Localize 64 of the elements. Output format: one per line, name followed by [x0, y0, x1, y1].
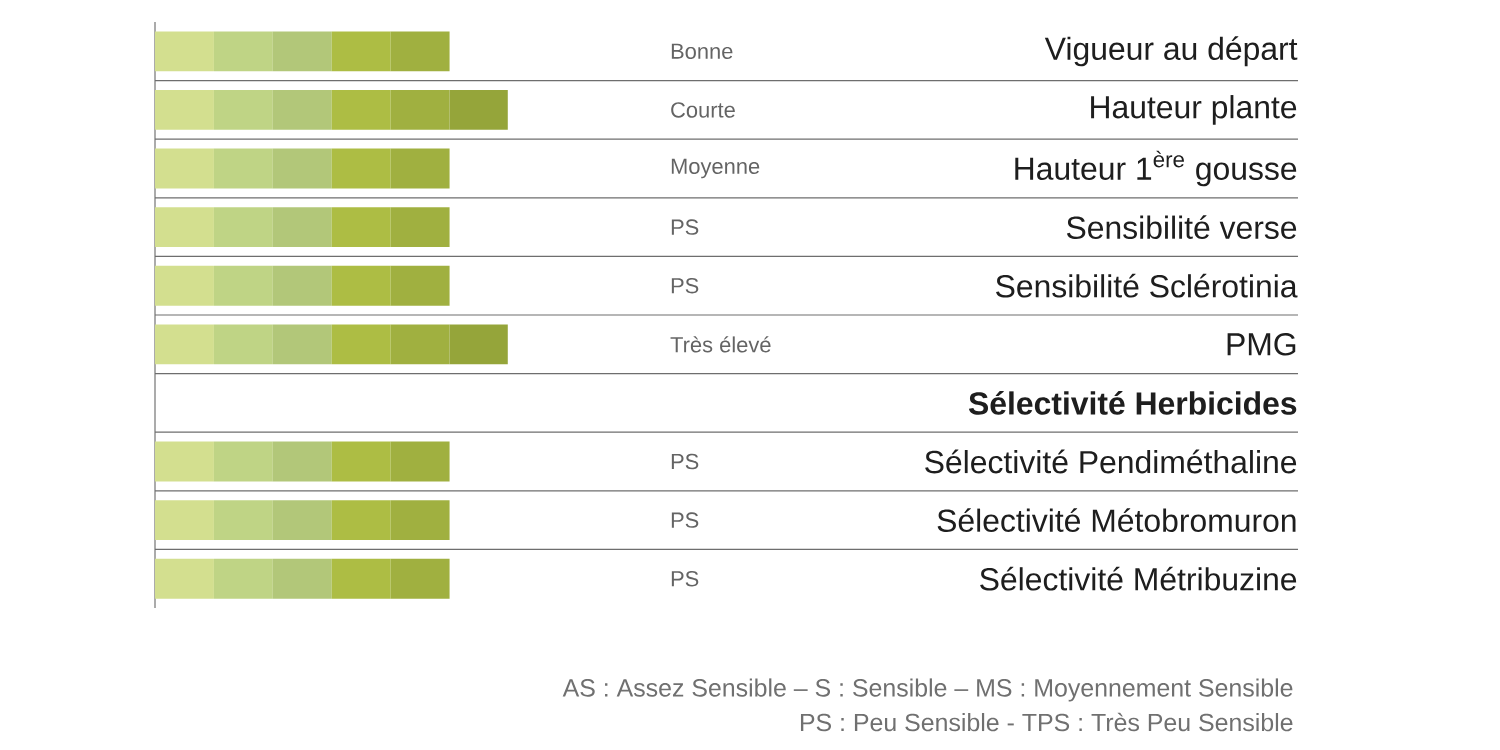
bar	[155, 31, 214, 72]
bar	[272, 89, 332, 130]
text: PS	[671, 453, 699, 470]
bar	[155, 500, 214, 541]
y-tick-label: PMG	[1227, 333, 1296, 356]
bar	[155, 324, 214, 365]
bar	[331, 500, 391, 541]
bar	[155, 558, 214, 599]
bar	[213, 148, 273, 189]
bar	[272, 207, 332, 248]
bar	[213, 324, 273, 365]
y-tick-label: Sélectivité Herbicides	[968, 391, 1297, 415]
bar	[213, 500, 273, 541]
text: PS	[671, 219, 699, 235]
y-tick-label: Vigueur au départ	[1044, 36, 1298, 67]
bar	[390, 265, 450, 306]
bar	[213, 265, 273, 306]
y-tick-label: Sélectivité Pendiméthaline	[925, 449, 1297, 474]
bar	[272, 148, 332, 189]
bar	[213, 558, 273, 599]
text: AS : Assez Sensible – S : Sensible – MS : Moyennement Sensible	[562, 678, 1293, 702]
y-tick-label: Sensibilité verse	[1066, 215, 1297, 239]
text: Courte	[671, 102, 735, 118]
bar	[155, 148, 214, 189]
text: PS	[671, 570, 699, 587]
bar	[331, 324, 391, 365]
y-tick-label: Sensibilité Sclérotinia	[996, 273, 1298, 298]
bar	[331, 558, 391, 599]
y-tick-label: Hauteur 1$^{ère}$ gousse	[1015, 150, 1297, 187]
bar	[155, 441, 214, 482]
bar	[213, 31, 273, 72]
bar	[331, 441, 391, 482]
text: PS	[671, 512, 699, 528]
bar	[390, 31, 450, 72]
text: Bonne	[671, 43, 733, 59]
bar	[213, 207, 273, 248]
bar	[390, 207, 450, 248]
bar	[155, 207, 214, 248]
bar	[390, 558, 450, 599]
bar	[272, 324, 332, 365]
text: Moyenne	[671, 158, 760, 179]
bar	[272, 265, 332, 306]
bar	[272, 500, 332, 541]
text: Très élevé	[670, 336, 771, 353]
bar	[331, 148, 391, 189]
bar	[390, 500, 450, 541]
y-tick-label: Sélectivité Métobromuron	[937, 508, 1296, 532]
bar	[272, 558, 332, 599]
bar	[272, 441, 332, 482]
bar	[331, 31, 391, 72]
bar	[213, 441, 273, 482]
text: PS	[671, 277, 699, 294]
bar	[272, 31, 332, 72]
bar	[390, 148, 450, 189]
bar	[155, 265, 214, 306]
bar	[331, 89, 391, 130]
bar	[213, 89, 273, 130]
text: PS : Peu Sensible - TPS : Très Peu Sensible	[800, 712, 1293, 732]
y-tick-label: Hauteur plante	[1091, 95, 1297, 125]
bar	[390, 441, 450, 482]
y-tick-label: Sélectivité Métribuzine	[980, 566, 1297, 591]
bar	[331, 265, 391, 306]
bar	[331, 207, 391, 248]
bar	[155, 89, 214, 130]
